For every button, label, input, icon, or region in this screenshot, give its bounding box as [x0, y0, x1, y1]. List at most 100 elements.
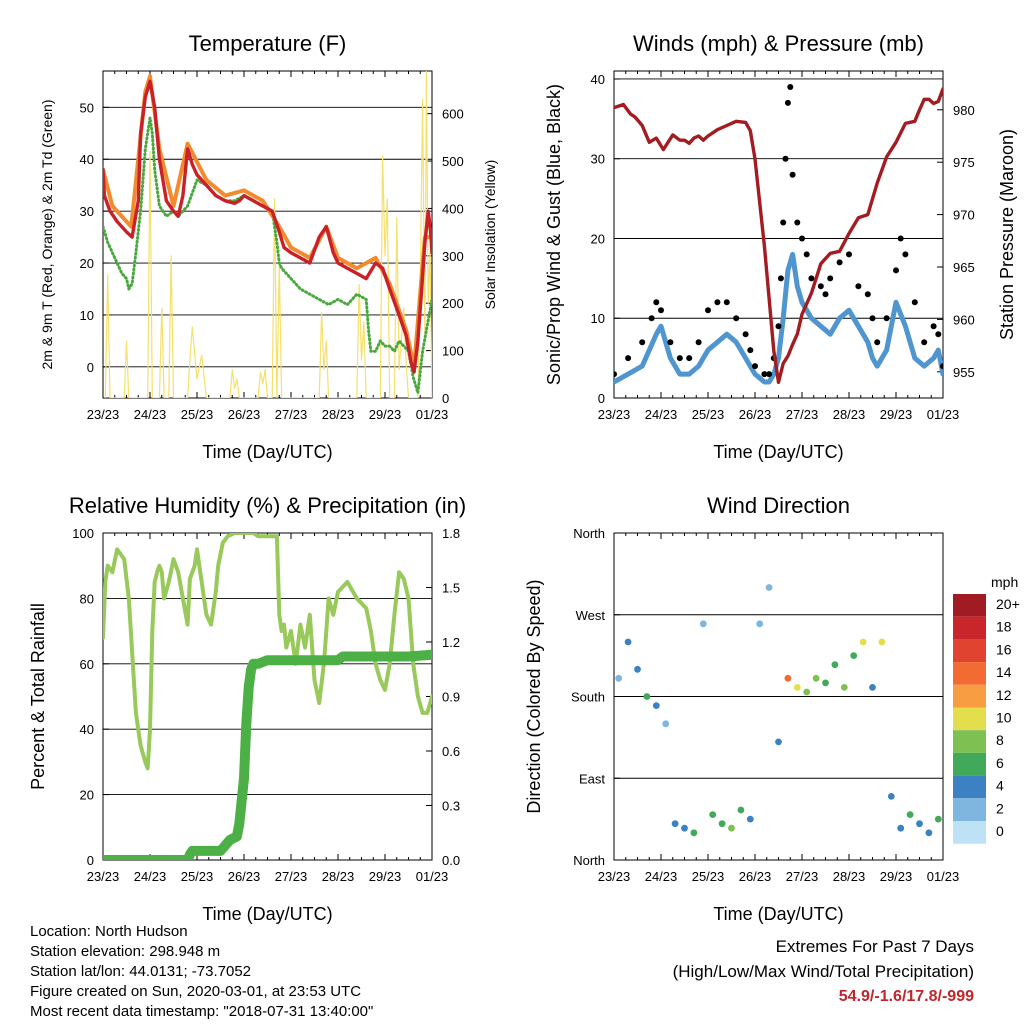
temp-y2tick-label: 200 — [442, 296, 464, 311]
gust-point — [883, 315, 890, 322]
temp-ytick-label: 20 — [80, 256, 94, 271]
gust-point — [808, 275, 815, 282]
rh-ytick-label: 40 — [80, 722, 94, 737]
legend-swatch — [953, 594, 986, 617]
wind-speed-series — [614, 251, 943, 385]
gust-point — [921, 339, 928, 346]
precipitation-series — [103, 649, 432, 860]
gust-point — [902, 251, 909, 258]
gust-point — [787, 84, 794, 90]
extremes-box: Extremes For Past 7 Days (High/Low/Max W… — [673, 934, 974, 1009]
dir-xtick-label: 24/23 — [645, 869, 678, 884]
direction-point — [793, 684, 801, 691]
rh-xtick-label: 24/23 — [134, 869, 167, 884]
direction-point — [652, 702, 660, 709]
wind-y2tick-label: 955 — [953, 365, 975, 380]
rh-ytick-label: 80 — [80, 591, 94, 606]
gust-point — [799, 235, 805, 242]
direction-point — [925, 829, 933, 837]
gust-point — [742, 331, 749, 338]
direction-points — [615, 584, 942, 837]
legend-swatch — [953, 707, 986, 731]
direction-point — [634, 665, 641, 673]
dir-xtick-label: 27/23 — [786, 869, 819, 884]
legend-label: 8 — [996, 732, 1004, 748]
direction-point — [699, 620, 707, 628]
direction-point — [897, 824, 905, 832]
direction-point — [906, 811, 914, 818]
temp-y2tick-label: 500 — [442, 154, 464, 169]
legend-swatch — [953, 798, 986, 821]
gust-point — [855, 283, 862, 290]
wind-ytick-label: 0 — [598, 391, 605, 406]
temp-xtick-label: 01/23 — [416, 407, 449, 422]
temp-xtick-label: 27/23 — [275, 407, 308, 422]
legend-swatch — [953, 662, 986, 685]
gust-point — [827, 275, 834, 282]
direction-point — [878, 638, 886, 646]
gust-point — [930, 323, 937, 330]
rh-xtick-label: 28/23 — [322, 869, 355, 884]
wind-y2tick-label: 970 — [953, 208, 975, 223]
gust-point — [864, 291, 871, 298]
rh-xtick-label: 23/23 — [87, 869, 120, 884]
gust-point — [817, 283, 824, 290]
temp-9m-series — [103, 74, 432, 369]
rh-xtick-label: 25/23 — [181, 869, 214, 884]
temp-y2tick-label: 400 — [442, 201, 464, 216]
gust-point — [639, 339, 646, 346]
temp-xtick-label: 26/23 — [228, 407, 261, 422]
gust-point — [648, 315, 655, 322]
direction-point — [840, 684, 848, 691]
legend-label: 0 — [996, 823, 1004, 839]
temp-xtick-label: 29/23 — [369, 407, 402, 422]
direction-point — [859, 638, 867, 646]
legend-label: 4 — [996, 778, 1004, 794]
rh-xtick-label: 01/23 — [416, 869, 449, 884]
rh-xtick-label: 29/23 — [369, 869, 402, 884]
dir-xtick-label: 25/23 — [692, 869, 725, 884]
legend-label: 2 — [996, 800, 1004, 816]
elevation-text: Station elevation: 298.948 m — [30, 943, 221, 960]
gust-point — [789, 171, 796, 178]
gust-point — [653, 299, 660, 306]
gust-point — [747, 347, 754, 354]
pressure-series — [614, 87, 943, 384]
rh-ylabel: Percent & Total Rainfall — [28, 603, 48, 790]
wind-xtick-label: 29/23 — [880, 407, 913, 422]
rh-y2tick-label: 0.0 — [442, 853, 460, 868]
gust-point — [705, 307, 711, 314]
rh-title: Relative Humidity (%) & Precipitation (i… — [69, 493, 466, 518]
gust-point — [893, 267, 899, 274]
extremes-title: Extremes For Past 7 Days — [775, 937, 974, 956]
dir-title: Wind Direction — [707, 493, 850, 518]
wind-title: Winds (mph) & Pressure (mb) — [633, 31, 924, 56]
temp-xlabel: Time (Day/UTC) — [202, 442, 332, 462]
gust-point — [822, 291, 829, 298]
gust-point — [897, 235, 904, 242]
temp-2m-series — [103, 79, 432, 374]
direction-point — [822, 679, 829, 687]
legend-label: 12 — [996, 687, 1012, 703]
temp-ytick-label: 0 — [87, 360, 94, 375]
legend-label: 14 — [996, 664, 1012, 680]
dir-ytick-label: West — [576, 608, 606, 623]
temp-title: Temperature (F) — [189, 31, 347, 56]
temp-ytick-label: 40 — [80, 152, 94, 167]
gust-point — [836, 259, 843, 266]
direction-point — [624, 638, 632, 646]
gust-point — [911, 299, 918, 306]
wind-y2tick-label: 980 — [953, 103, 975, 118]
rh-ytick-label: 20 — [80, 788, 94, 803]
temp-ytick-label: 50 — [80, 100, 94, 115]
gust-point — [935, 331, 942, 338]
wind-ytick-label: 10 — [591, 311, 605, 326]
direction-point — [615, 674, 623, 682]
direction-point — [662, 720, 670, 728]
wind-ytick-label: 40 — [591, 72, 605, 87]
direction-point — [934, 815, 942, 823]
gust-point — [777, 275, 784, 282]
gust-point — [695, 339, 702, 346]
gust-point — [667, 339, 674, 346]
dir-xtick-label: 29/23 — [880, 869, 913, 884]
